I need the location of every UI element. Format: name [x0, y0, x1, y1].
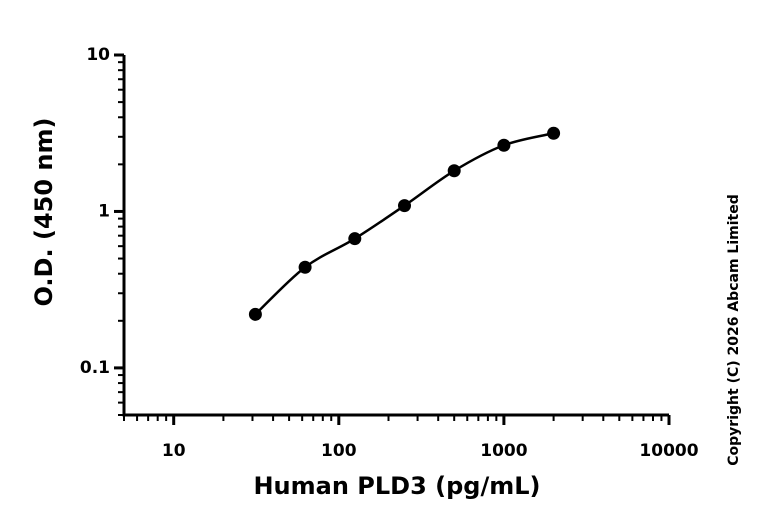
y-tick-label: 1: [98, 201, 110, 221]
x-tick-label: 1000: [480, 441, 527, 461]
copyright: Copyright (C) 2026 Abcam Limited: [726, 194, 742, 465]
data-point: [397, 199, 411, 213]
y-tick-label: 0.1: [80, 358, 110, 378]
data-point: [248, 307, 262, 321]
data-point: [447, 164, 461, 178]
x-tick-label: 100: [321, 441, 357, 461]
data-point: [298, 260, 312, 274]
y-tick-label: 10: [86, 45, 110, 65]
x-tick-label: 10: [162, 441, 186, 461]
data-point: [547, 126, 561, 140]
data-point: [348, 232, 362, 246]
y-axis-title: O.D. (450 nm): [30, 118, 58, 307]
fit-curve: [254, 132, 554, 316]
x-tick-label: 10000: [639, 441, 698, 461]
data-point: [497, 138, 511, 152]
x-axis-title: Human PLD3 (pg/mL): [253, 472, 540, 500]
